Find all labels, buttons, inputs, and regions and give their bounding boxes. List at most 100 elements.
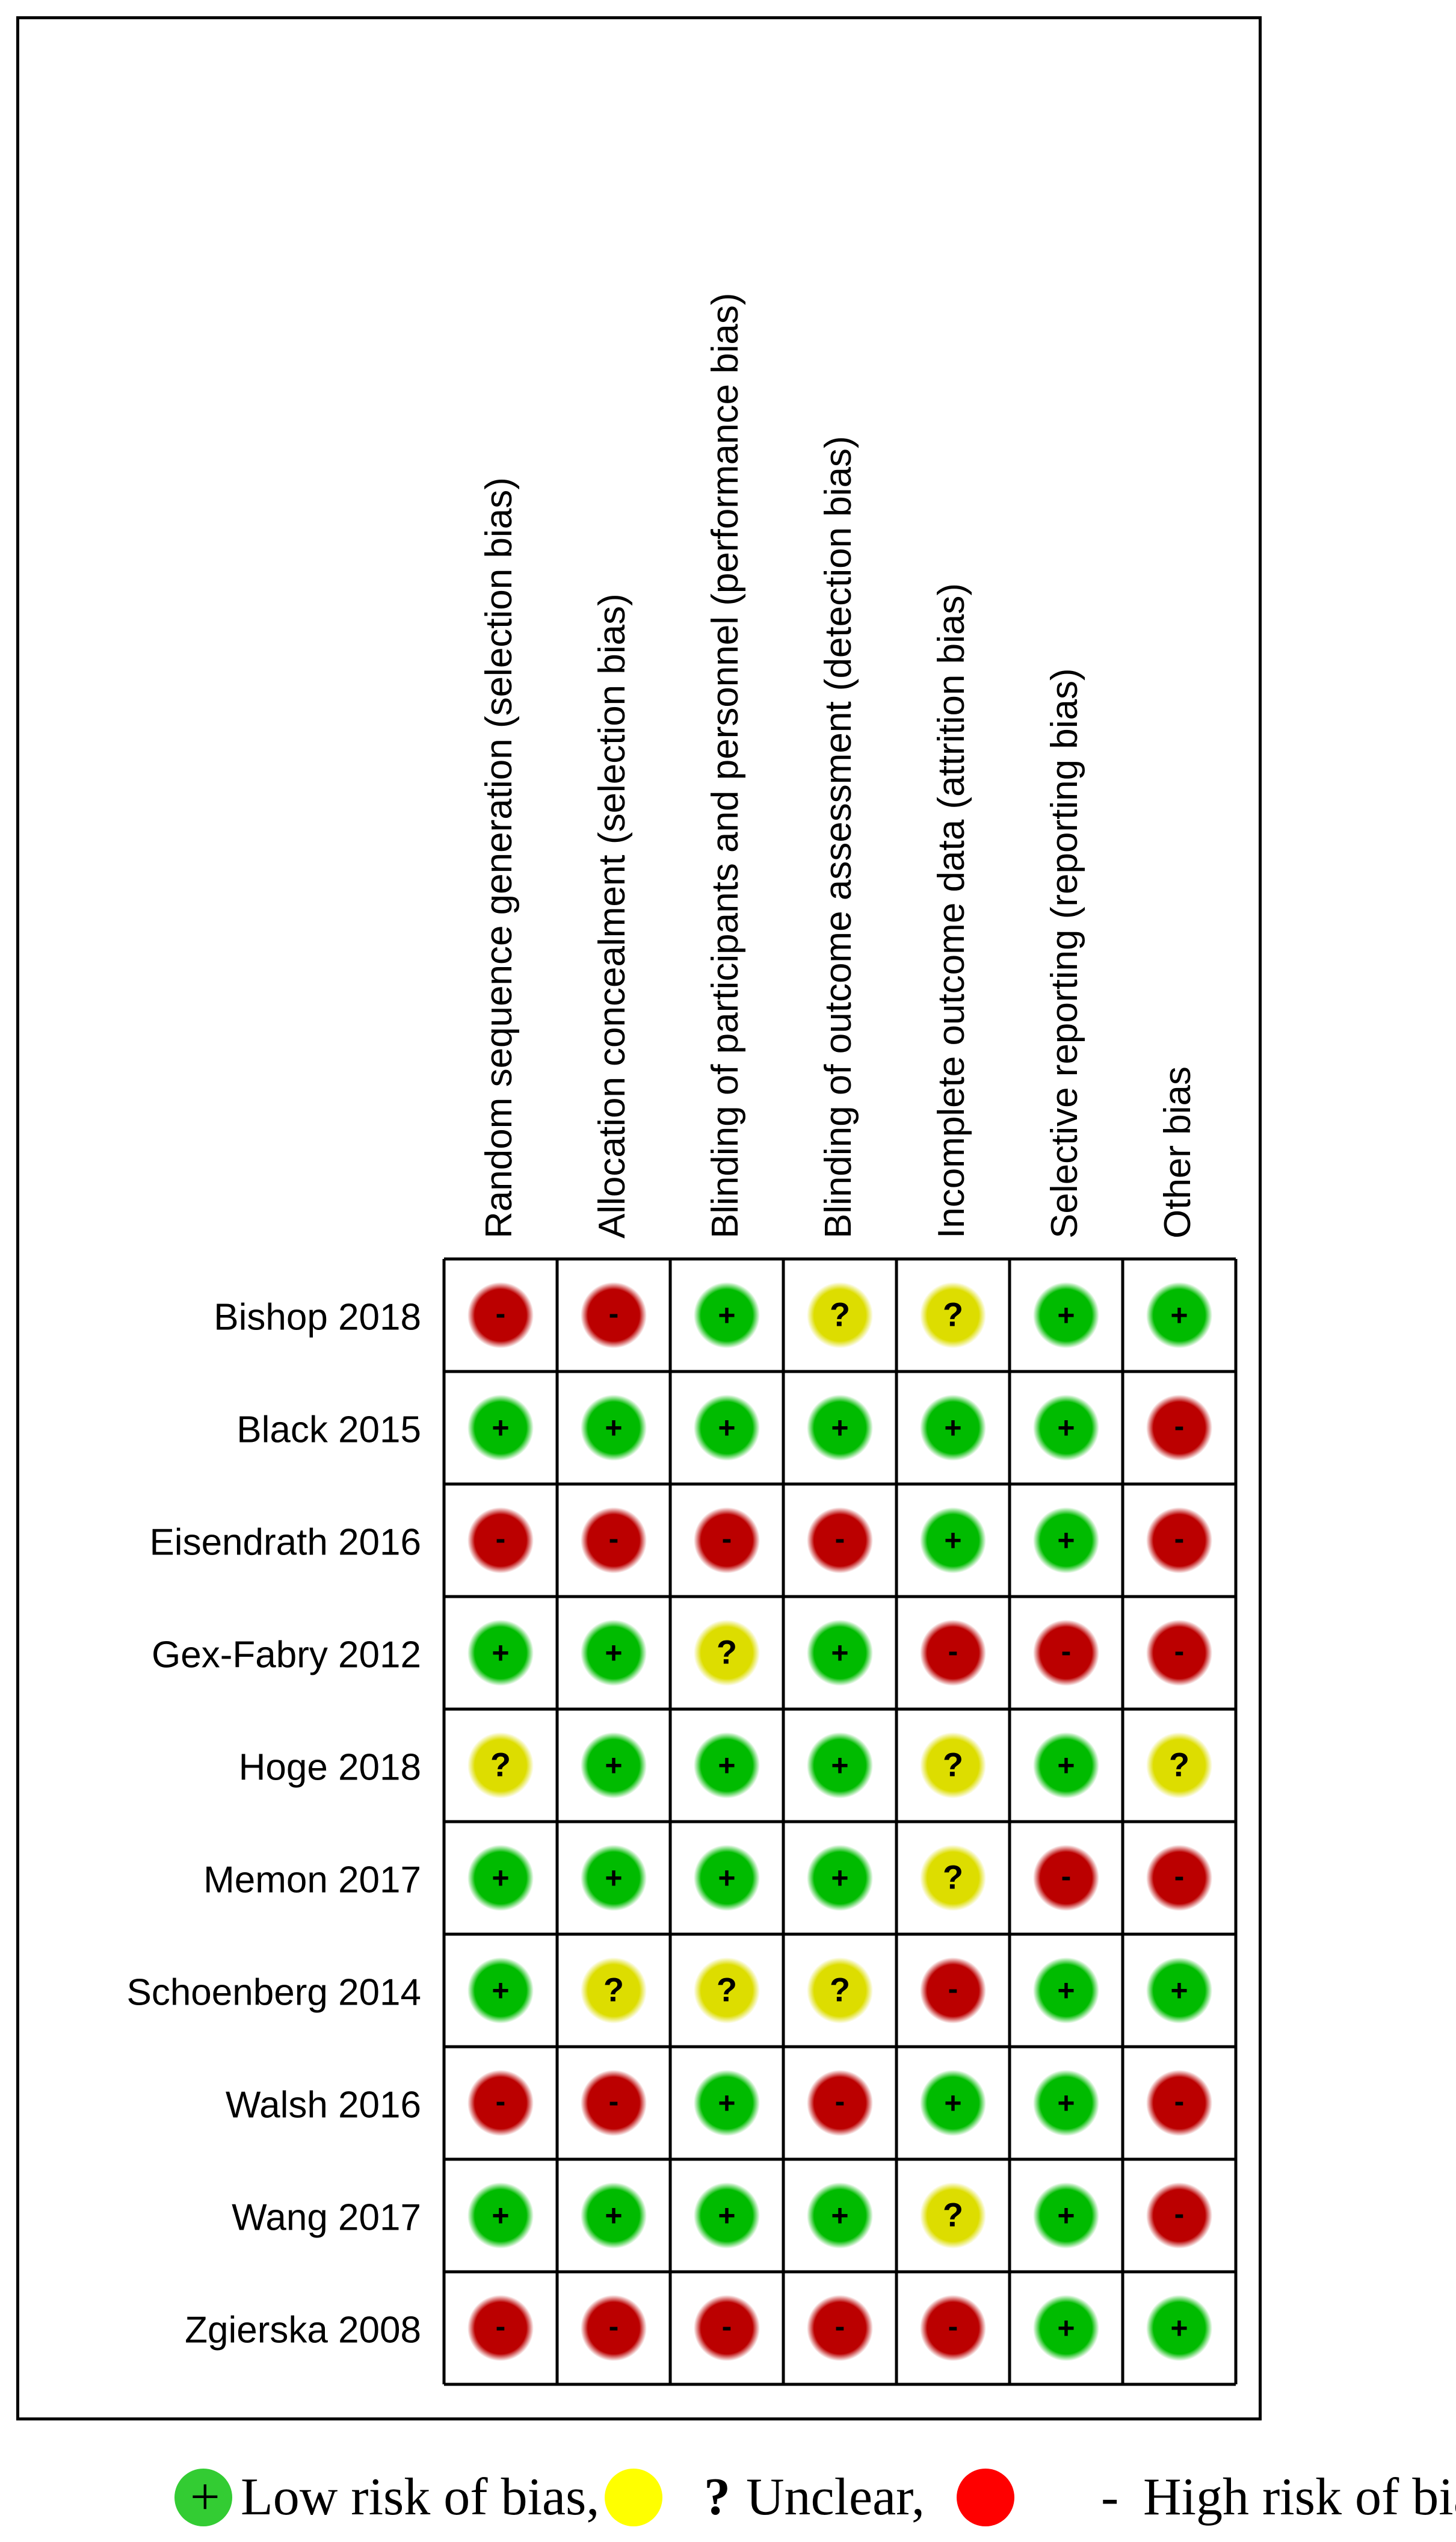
legend-unclear-label: Unclear, — [746, 2468, 925, 2526]
rating-symbol: + — [1057, 1749, 1075, 1783]
rating-symbol: ? — [490, 1746, 511, 1784]
study-label: Gex-Fabry 2012 — [152, 1634, 421, 1676]
rating-dot — [1146, 1732, 1212, 1799]
rating-symbol: - — [1174, 2085, 1185, 2118]
rating-symbol: - — [1174, 1860, 1185, 1893]
rating-symbol: ? — [830, 1296, 850, 1334]
rating-symbol: + — [1057, 1974, 1075, 2008]
study-label: Schoenberg 2014 — [126, 1972, 421, 2014]
rating-symbol: + — [831, 1411, 848, 1445]
rating-symbol: + — [831, 2199, 848, 2233]
risk-of-bias-summary: Random sequence generation (selection bi… — [126, 292, 1238, 2386]
rating-dot — [694, 1394, 760, 1461]
rating-dot — [1146, 1957, 1212, 2024]
legend-unclear-dot — [605, 2469, 662, 2526]
legend-unclear-symbol: ? — [704, 2468, 730, 2526]
study-label: Eisendrath 2016 — [149, 1522, 421, 1563]
rating-symbol: + — [605, 1636, 622, 1670]
legend-high-dot — [957, 2469, 1014, 2526]
rating-dot — [1146, 2070, 1212, 2136]
rating-dot — [467, 2295, 534, 2361]
rating-dot — [807, 1282, 873, 1349]
legend-high-label: High risk of bias — [1143, 2468, 1456, 2526]
rating-symbol: + — [605, 1411, 622, 1445]
rating-symbol: ? — [943, 1296, 963, 1334]
rating-dot — [694, 2070, 760, 2136]
rating-dot — [1033, 2182, 1099, 2249]
rating-symbol: - — [1061, 1634, 1072, 1668]
rating-dot — [581, 1732, 647, 1799]
rating-symbol: - — [948, 1972, 958, 2006]
rating-symbol: ? — [830, 1971, 850, 2009]
rating-dot — [581, 1845, 647, 1911]
rating-dot — [467, 2070, 534, 2136]
rating-symbol: + — [831, 1749, 848, 1783]
rating-symbol: + — [1057, 1299, 1075, 1332]
rating-symbol: - — [1174, 1634, 1185, 1668]
rating-symbol: ? — [1169, 1746, 1189, 1784]
rating-dot — [920, 1732, 986, 1799]
chart-frame: Random sequence generation (selection bi… — [16, 16, 1262, 2420]
domain-header-2: Allocation concealment (selection bias) — [591, 593, 633, 1239]
rating-dot — [467, 1957, 534, 2024]
domain-header-6: Selective reporting (reporting bias) — [1044, 668, 1085, 1239]
rating-symbol: + — [718, 2086, 735, 2120]
rating-dot — [920, 1507, 986, 1574]
rating-symbol: - — [609, 2310, 619, 2343]
rating-dot — [581, 2070, 647, 2136]
rating-dot — [920, 1282, 986, 1349]
rating-symbol: + — [831, 1636, 848, 1670]
rating-symbol: + — [1170, 2312, 1188, 2345]
rating-symbol: + — [492, 1411, 509, 1445]
study-label: Memon 2017 — [203, 1860, 421, 1901]
rating-dot — [1033, 2295, 1099, 2361]
domain-header-1: Random sequence generation (selection bi… — [478, 477, 520, 1239]
rating-dot — [1033, 1957, 1099, 2024]
rating-symbol: - — [609, 2085, 619, 2118]
rating-dot — [1146, 1507, 1212, 1574]
study-label: Black 2015 — [236, 1409, 421, 1451]
rating-dot — [1033, 1282, 1099, 1349]
rating-dot — [581, 1957, 647, 2024]
rating-symbol: - — [1174, 1522, 1185, 1556]
rating-symbol: + — [492, 1974, 509, 2008]
rating-dot — [581, 1619, 647, 1686]
rating-dot — [581, 1282, 647, 1349]
rating-symbol: - — [609, 1297, 619, 1331]
rating-symbol: + — [1057, 2312, 1075, 2345]
rating-symbol: ? — [943, 2196, 963, 2234]
rating-symbol: - — [948, 1634, 958, 1668]
rating-symbol: - — [1174, 1409, 1185, 1443]
rating-symbol: ? — [603, 1971, 624, 2009]
rating-symbol: - — [1174, 2197, 1185, 2231]
domain-header-5: Incomplete outcome data (attrition bias) — [931, 583, 972, 1239]
rating-symbol: ? — [943, 1858, 963, 1896]
rating-dot — [1033, 1619, 1099, 1686]
rating-symbol: + — [718, 1299, 735, 1332]
rating-symbol: - — [835, 1522, 845, 1556]
rating-symbol: + — [1057, 2199, 1075, 2233]
rating-dot — [694, 1845, 760, 1911]
legend-low-symbol: + — [190, 2468, 220, 2526]
rating-symbol: ? — [717, 1633, 737, 1671]
rating-dot — [807, 1619, 873, 1686]
legend-high-symbol: - — [1101, 2468, 1119, 2526]
rating-symbol: + — [831, 1861, 848, 1895]
rating-symbol: + — [718, 1749, 735, 1783]
rating-symbol: - — [948, 2310, 958, 2343]
rating-dot — [920, 2070, 986, 2136]
rating-symbol: - — [1061, 1860, 1072, 1893]
rating-symbol: + — [1057, 1411, 1075, 1445]
rating-dot — [1146, 1619, 1212, 1686]
rating-symbol: + — [1057, 1524, 1075, 1557]
rating-dot — [467, 1845, 534, 1911]
rating-symbol: + — [944, 1411, 961, 1445]
rating-dot — [1146, 1282, 1212, 1349]
rating-symbol: - — [496, 2310, 506, 2343]
rating-dot — [1033, 2070, 1099, 2136]
rating-dot — [467, 1282, 534, 1349]
rating-dot — [1146, 2295, 1212, 2361]
rating-symbol: ? — [717, 1971, 737, 2009]
rating-dot — [807, 2070, 873, 2136]
rating-dot — [920, 2182, 986, 2249]
